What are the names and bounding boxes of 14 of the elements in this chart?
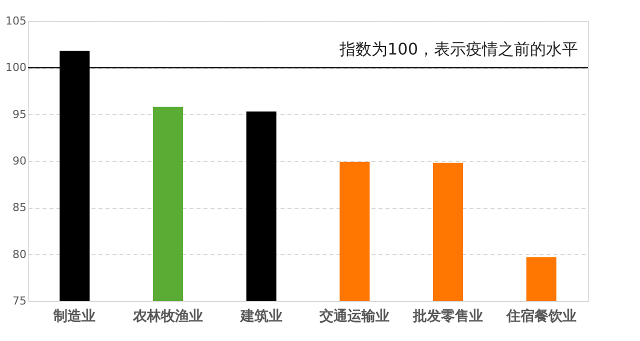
x-tick-label: 建筑业: [239, 308, 282, 324]
y-tick-label: 85: [12, 201, 26, 214]
y-tick-label: 105: [6, 14, 26, 28]
ref-line-label: 指数为100，表示疫情之前的水平: [338, 40, 578, 59]
x-tick-label: 批发零售业: [412, 308, 483, 324]
y-tick-label: 90: [12, 154, 26, 168]
y-tick-label: 75: [12, 294, 26, 308]
x-tick-label: 住宿餐饮业: [505, 308, 576, 324]
y-tick-label: 80: [12, 248, 26, 261]
x-tick-label: 交通运输业: [318, 308, 390, 324]
y-tick-label: 95: [12, 108, 26, 121]
y-tick-label: 100: [6, 61, 26, 74]
x-tick-label: 农林牧渔业: [132, 308, 203, 324]
x-tick-label: 制造业: [52, 308, 96, 324]
